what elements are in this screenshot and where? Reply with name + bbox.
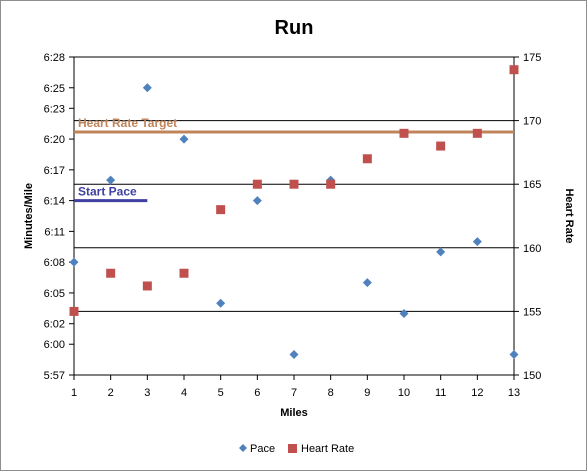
pace-point — [399, 308, 409, 318]
right-tick-label: 165 — [523, 179, 541, 191]
x-tick-label: 3 — [144, 387, 150, 399]
left-axis-title: Minutes/Mile — [23, 183, 35, 249]
pace-point — [179, 134, 189, 144]
x-tick-label: 4 — [181, 387, 187, 399]
plot-area — [73, 56, 515, 376]
right-tick-label: 150 — [523, 370, 541, 382]
heart-rate-target-label: Heart Rate Target — [78, 116, 177, 130]
left-tick-label: 6:20 — [44, 134, 65, 146]
right-tick-label: 175 — [523, 52, 541, 64]
pace-point — [106, 175, 116, 185]
data-points — [69, 65, 519, 359]
legend-pace-marker — [239, 444, 247, 452]
pace-point — [509, 349, 519, 359]
x-tick-label: 12 — [471, 387, 483, 399]
reference-lines: Heart Rate Target Start Pace — [74, 116, 514, 203]
heart-rate-point — [289, 179, 299, 189]
legend-heart-rate-label: Heart Rate — [301, 443, 354, 455]
left-tick-label: 6:00 — [44, 339, 65, 351]
heart-rate-point — [472, 128, 482, 138]
heart-rate-point — [326, 179, 336, 189]
heart-rate-point — [252, 179, 262, 189]
heart-rate-point — [216, 205, 226, 215]
x-tick-label: 6 — [254, 387, 260, 399]
right-tick-label: 160 — [523, 243, 541, 255]
pace-point — [362, 278, 372, 288]
x-tick-label: 10 — [398, 387, 410, 399]
heart-rate-point — [362, 154, 372, 164]
left-tick-label: 6:17 — [44, 165, 65, 177]
x-tick-label: 8 — [328, 387, 334, 399]
right-tick-label: 170 — [523, 116, 541, 128]
pace-point — [69, 257, 79, 267]
right-tick-label: 155 — [523, 306, 541, 318]
left-tick-label: 6:08 — [44, 257, 65, 269]
x-tick-label: 13 — [508, 387, 520, 399]
heart-rate-point — [142, 281, 152, 291]
left-tick-label: 6:11 — [44, 226, 65, 238]
x-tick-label: 11 — [435, 387, 446, 399]
left-tick-label: 6:25 — [44, 83, 65, 95]
x-tick-label: 2 — [108, 387, 114, 399]
legend-pace-label: Pace — [250, 443, 275, 455]
heart-rate-point — [69, 306, 79, 316]
heart-rate-point — [399, 128, 409, 138]
left-tick-label: 6:23 — [44, 103, 65, 115]
x-tick-label: 5 — [218, 387, 224, 399]
pace-point — [216, 298, 226, 308]
pace-point — [436, 247, 446, 257]
legend-heart-rate-marker — [288, 444, 297, 453]
x-tick-label: 9 — [364, 387, 370, 399]
legend: Pace Heart Rate — [239, 443, 354, 455]
gridlines — [74, 120, 514, 312]
left-tick-label: 6:02 — [44, 319, 65, 331]
x-axis-ticks: 1 2 3 4 5 6 7 8 9 10 11 12 13 — [71, 375, 520, 399]
left-tick-label: 6:28 — [44, 52, 65, 64]
pace-point — [252, 196, 262, 206]
left-axis-ticks: 5:57 6:00 6:02 6:05 6:08 6:11 6:14 6:17 6:20 6:23… — [44, 52, 74, 382]
chart-title: Run — [275, 17, 314, 39]
pace-point — [142, 83, 152, 93]
start-pace-label: Start Pace — [78, 185, 137, 199]
pace-point — [289, 349, 299, 359]
left-tick-label: 5:57 — [44, 370, 65, 382]
left-tick-label: 6:05 — [44, 288, 65, 300]
heart-rate-point — [179, 268, 189, 278]
x-tick-label: 7 — [291, 387, 297, 399]
heart-rate-point — [436, 141, 446, 151]
heart-rate-point — [509, 65, 519, 75]
right-axis-title: Heart Rate — [563, 188, 575, 243]
left-tick-label: 6:14 — [44, 196, 65, 208]
pace-point — [472, 237, 482, 247]
x-tick-label: 1 — [71, 387, 77, 399]
x-axis-title: Miles — [280, 407, 308, 419]
heart-rate-point — [106, 268, 116, 278]
right-axis-ticks: 150 155 160 165 170 175 — [514, 52, 541, 382]
